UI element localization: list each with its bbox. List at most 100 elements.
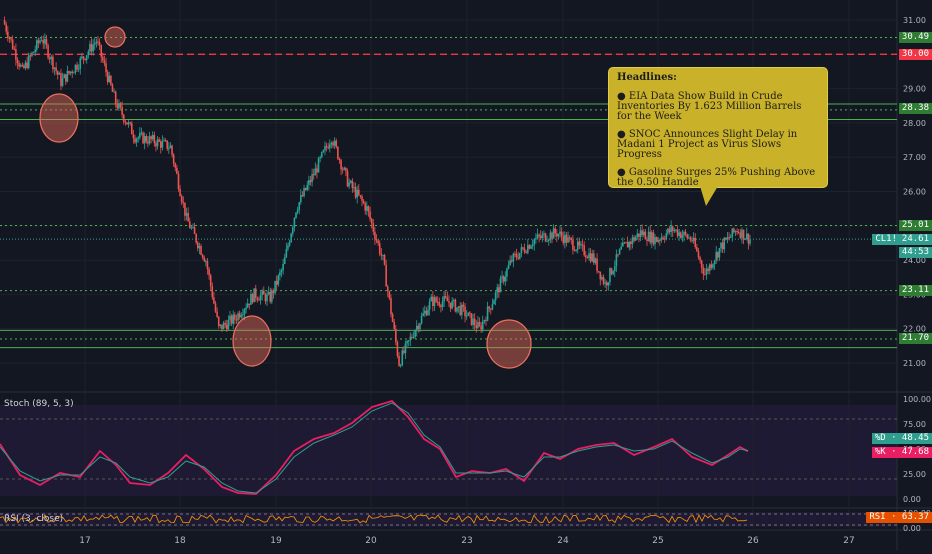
- candle-body: [81, 56, 83, 59]
- candle-body: [618, 249, 621, 255]
- candle-body: [320, 152, 323, 158]
- candle-body: [198, 245, 201, 249]
- candle-body: [543, 233, 545, 235]
- x-tick-label: 25: [652, 536, 663, 546]
- candle-body: [512, 253, 515, 262]
- candle-body: [536, 234, 539, 238]
- candle-body: [184, 202, 186, 216]
- candle-body: [221, 324, 223, 330]
- candle-body: [646, 239, 648, 242]
- candle-body: [293, 217, 296, 228]
- candle-body: [148, 136, 151, 144]
- candle-body: [456, 307, 458, 312]
- candle-body: [411, 336, 413, 338]
- candle-body: [552, 228, 555, 239]
- candle-body: [113, 91, 115, 93]
- candle-body: [290, 233, 292, 243]
- candle-body: [615, 254, 618, 267]
- candle-body: [472, 318, 474, 325]
- candle-body: [514, 253, 516, 255]
- candle-body: [48, 57, 51, 60]
- candle-body: [21, 65, 24, 67]
- candle-body: [29, 55, 32, 57]
- candle-body: [45, 38, 48, 46]
- candle-body: [567, 237, 569, 243]
- candle-body: [248, 303, 251, 305]
- candle-body: [584, 255, 587, 258]
- candle-body: [110, 75, 112, 85]
- price-tag-23-11: 23.11: [898, 285, 932, 296]
- candle-body: [559, 231, 561, 234]
- candle-body: [230, 315, 233, 324]
- candle-body: [84, 58, 86, 60]
- candle-body: [340, 160, 342, 170]
- candle-body: [119, 103, 122, 107]
- candle-body: [473, 318, 476, 326]
- candle-body: [50, 56, 53, 60]
- candle-body: [108, 75, 111, 82]
- candle-body: [518, 252, 521, 259]
- candle-body: [428, 301, 431, 310]
- candle-body: [638, 233, 640, 237]
- candle-body: [345, 167, 347, 172]
- candle-body: [650, 232, 653, 243]
- candle-body: [480, 325, 482, 330]
- price-tag-30-00: 30.00: [898, 49, 932, 60]
- candle-body: [739, 232, 742, 238]
- candle-body: [15, 49, 17, 60]
- candle-body: [34, 49, 36, 53]
- candle-body: [219, 324, 222, 326]
- candle-body: [459, 306, 462, 315]
- candle-body: [398, 355, 400, 366]
- candle-body: [317, 158, 320, 173]
- candle-body: [729, 236, 732, 238]
- candle-body: [13, 48, 16, 50]
- candle-body: [403, 350, 405, 354]
- candle-body: [733, 228, 735, 233]
- candle-body: [433, 297, 436, 307]
- candle-body: [300, 195, 302, 203]
- candle-body: [232, 314, 235, 324]
- candle-body: [87, 51, 90, 56]
- candle-body: [736, 231, 738, 233]
- rsi-label[interactable]: RSI (3, close): [4, 514, 64, 524]
- stoch-label[interactable]: Stoch (89, 5, 3): [4, 399, 74, 409]
- candle-body: [196, 242, 199, 249]
- candle-body: [366, 206, 368, 211]
- candle-body: [185, 212, 188, 216]
- candle-body: [74, 64, 77, 73]
- candle-body: [282, 263, 284, 271]
- candle-body: [749, 239, 751, 244]
- candle-body: [85, 55, 88, 60]
- candle-body: [316, 168, 318, 173]
- candle-body: [544, 233, 547, 242]
- candle-body: [279, 272, 281, 276]
- candle-body: [501, 276, 503, 279]
- last-price-tag: 24.61: [898, 234, 932, 245]
- candle-body: [391, 314, 394, 322]
- candle-body: [375, 239, 378, 241]
- candle-body: [475, 325, 478, 329]
- candle-body: [432, 296, 434, 307]
- candle-body: [68, 70, 70, 74]
- candle-body: [449, 302, 452, 309]
- candle-body: [349, 180, 352, 183]
- candle-body: [525, 252, 528, 254]
- candle-body: [554, 228, 557, 234]
- candle-body: [356, 189, 358, 198]
- candle-body: [700, 260, 703, 268]
- countdown-tag: 44:53: [898, 247, 932, 258]
- candle-body: [176, 167, 178, 174]
- candle-body: [102, 56, 104, 61]
- candle-body: [633, 237, 635, 241]
- candle-body: [98, 42, 101, 45]
- candle-body: [150, 136, 152, 140]
- candle-body: [213, 297, 215, 304]
- candle-body: [386, 286, 389, 292]
- candle-body: [24, 62, 27, 69]
- candle-body: [168, 148, 170, 150]
- candle-body: [193, 227, 196, 234]
- candle-body: [329, 144, 331, 149]
- candle-body: [517, 257, 519, 259]
